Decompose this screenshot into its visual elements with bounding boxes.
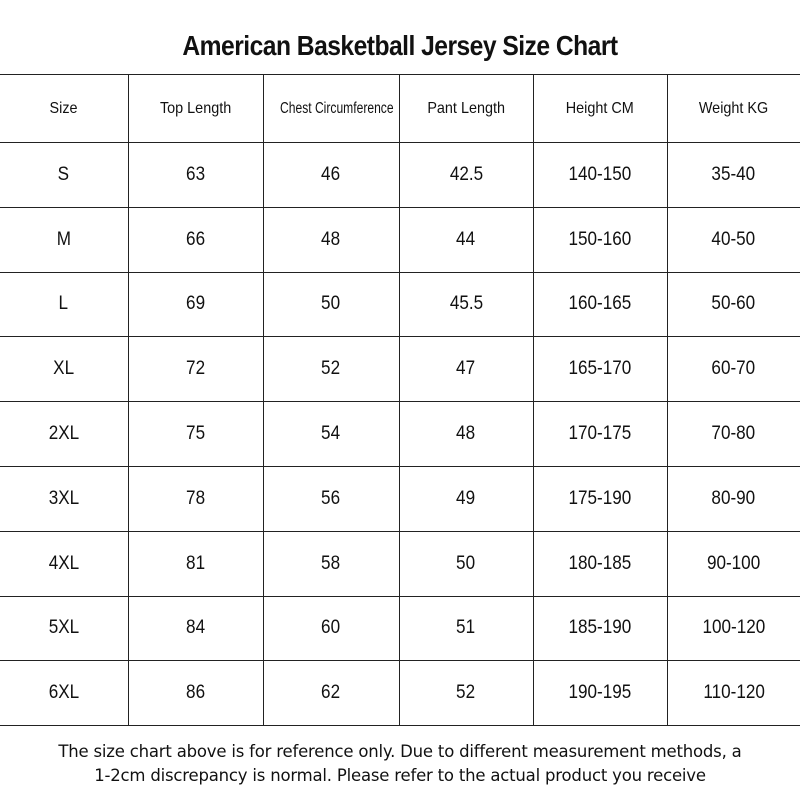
cell-pant-length: 44 — [398, 206, 534, 273]
size-chart-table: Size Top Length Chest Circumference Pant… — [0, 74, 800, 727]
cell-size: 5XL — [0, 595, 129, 662]
cell-height: 185-190 — [532, 595, 668, 662]
header-weight-kg: Weight KG — [666, 74, 800, 143]
table-row: L 69 50 45.5 160-165 50-60 — [0, 271, 800, 338]
cell-weight: 60-70 — [666, 336, 800, 403]
cell-size: XL — [0, 336, 129, 403]
table-row: 5XL 84 60 51 185-190 100-120 — [0, 595, 800, 662]
cell-pant-length: 49 — [398, 465, 534, 532]
cell-chest: 50 — [262, 271, 400, 338]
cell-size: S — [0, 142, 129, 208]
cell-pant-length: 50 — [398, 530, 534, 597]
cell-top-length: 72 — [127, 336, 264, 403]
cell-height: 170-175 — [532, 401, 668, 467]
cell-weight: 50-60 — [666, 271, 800, 338]
header-size: Size — [0, 74, 129, 143]
header-top-length: Top Length — [127, 74, 264, 143]
cell-weight: 40-50 — [666, 206, 800, 273]
header-height-cm: Height CM — [532, 74, 668, 143]
table-row: 4XL 81 58 50 180-185 90-100 — [0, 530, 800, 597]
header-chest-circumference: Chest Circumference — [262, 74, 400, 143]
cell-height: 165-170 — [532, 336, 668, 403]
chart-title: American Basketball Jersey Size Chart — [182, 30, 618, 61]
cell-height: 140-150 — [532, 142, 668, 208]
cell-pant-length: 52 — [398, 660, 534, 727]
cell-height: 160-165 — [532, 271, 668, 338]
disclaimer-line-1: The size chart above is for reference on… — [58, 742, 742, 761]
cell-height: 175-190 — [532, 465, 668, 532]
cell-pant-length: 51 — [398, 595, 534, 662]
table-header-row: Size Top Length Chest Circumference Pant… — [0, 74, 800, 143]
cell-size: L — [0, 271, 129, 338]
disclaimer-line-2: 1-2cm discrepancy is normal. Please refe… — [94, 766, 706, 785]
disclaimer-note: The size chart above is for reference on… — [0, 740, 800, 788]
cell-chest: 60 — [262, 595, 400, 662]
cell-weight: 100-120 — [666, 595, 800, 662]
cell-chest: 56 — [262, 465, 400, 532]
cell-pant-length: 47 — [398, 336, 534, 403]
cell-height: 150-160 — [532, 206, 668, 273]
cell-pant-length: 48 — [398, 401, 534, 467]
cell-size: 3XL — [0, 465, 129, 532]
cell-weight: 80-90 — [666, 465, 800, 532]
header-pant-length: Pant Length — [398, 74, 534, 143]
cell-size: M — [0, 206, 129, 273]
cell-top-length: 78 — [127, 465, 264, 532]
cell-weight: 90-100 — [666, 530, 800, 597]
table-row: 3XL 78 56 49 175-190 80-90 — [0, 465, 800, 532]
cell-top-length: 86 — [127, 660, 264, 727]
cell-height: 180-185 — [532, 530, 668, 597]
cell-top-length: 69 — [127, 271, 264, 338]
cell-weight: 110-120 — [666, 660, 800, 727]
table-row: 2XL 75 54 48 170-175 70-80 — [0, 401, 800, 467]
cell-chest: 46 — [262, 142, 400, 208]
cell-top-length: 63 — [127, 142, 264, 208]
cell-height: 190-195 — [532, 660, 668, 727]
table-row: XL 72 52 47 165-170 60-70 — [0, 336, 800, 403]
cell-size: 6XL — [0, 660, 129, 727]
cell-chest: 58 — [262, 530, 400, 597]
cell-top-length: 66 — [127, 206, 264, 273]
cell-chest: 54 — [262, 401, 400, 467]
cell-size: 2XL — [0, 401, 129, 467]
cell-top-length: 75 — [127, 401, 264, 467]
table-row: S 63 46 42.5 140-150 35-40 — [0, 142, 800, 208]
cell-size: 4XL — [0, 530, 129, 597]
cell-weight: 35-40 — [666, 142, 800, 208]
cell-chest: 52 — [262, 336, 400, 403]
cell-chest: 48 — [262, 206, 400, 273]
table-row: M 66 48 44 150-160 40-50 — [0, 206, 800, 273]
cell-chest: 62 — [262, 660, 400, 727]
cell-weight: 70-80 — [666, 401, 800, 467]
table-row: 6XL 86 62 52 190-195 110-120 — [0, 660, 800, 727]
cell-pant-length: 42.5 — [398, 142, 534, 208]
cell-pant-length: 45.5 — [398, 271, 534, 338]
cell-top-length: 84 — [127, 595, 264, 662]
cell-top-length: 81 — [127, 530, 264, 597]
